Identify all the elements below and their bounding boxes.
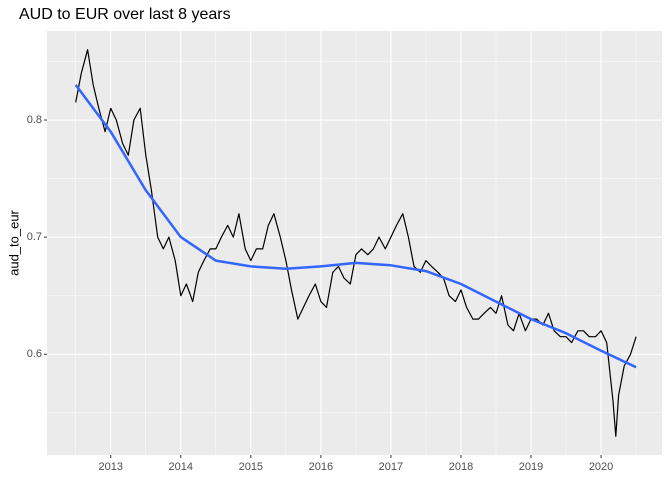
y-tick-label: 0.8 [27, 114, 42, 126]
x-tick-label: 2014 [169, 461, 193, 473]
x-tick-label: 2015 [239, 461, 263, 473]
x-tick-label: 2020 [589, 461, 613, 473]
x-tick-label: 2019 [519, 461, 543, 473]
x-tick-label: 2013 [98, 461, 122, 473]
x-tick-label: 2017 [379, 461, 403, 473]
y-tick-label: 0.7 [27, 231, 42, 243]
y-axis-label: aud_to_eur [6, 209, 21, 275]
x-tick-label: 2016 [309, 461, 333, 473]
x-tick-label: 2018 [449, 461, 473, 473]
data-line [74, 84, 637, 369]
data-line [75, 49, 637, 437]
y-tick-label: 0.6 [27, 348, 42, 360]
plot-background [47, 31, 662, 455]
chart-title: AUD to EUR over last 8 years [19, 6, 231, 23]
